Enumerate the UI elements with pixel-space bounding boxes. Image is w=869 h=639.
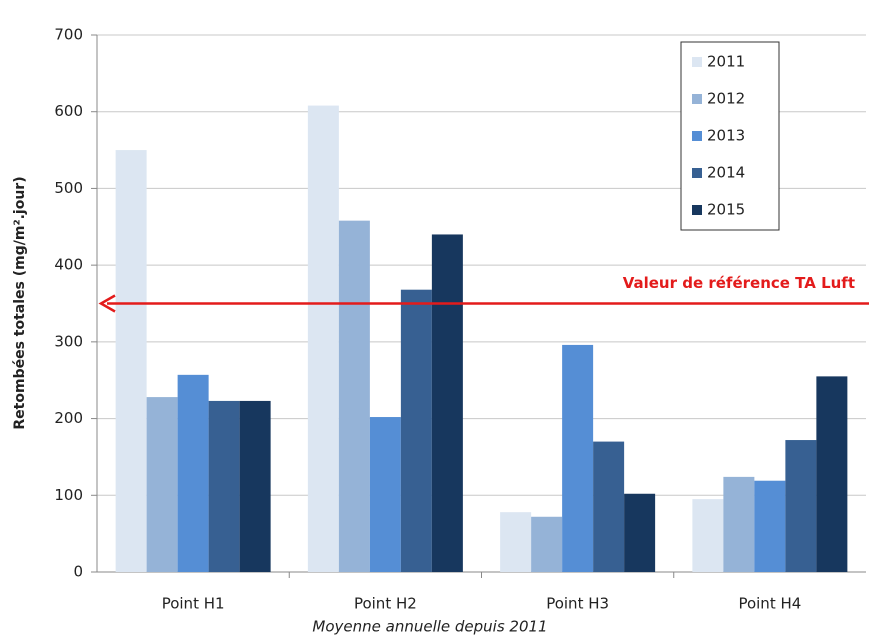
x-tick-label: Point H3 <box>546 595 609 613</box>
y-tick-label: 600 <box>54 102 83 120</box>
y-tick-label: 100 <box>54 486 83 504</box>
y-tick-label: 700 <box>54 26 83 44</box>
legend-swatch <box>692 57 702 67</box>
legend-swatch <box>692 205 702 215</box>
legend-label: 2015 <box>707 201 745 219</box>
bar <box>531 516 563 572</box>
bar <box>307 105 339 572</box>
bar <box>593 441 625 572</box>
reference-label: Valeur de référence TA Luft <box>623 274 855 292</box>
legend-label: 2014 <box>707 164 745 182</box>
bar <box>723 476 755 572</box>
bar <box>431 234 463 572</box>
legend-swatch <box>692 94 702 104</box>
bar <box>146 397 178 572</box>
bar <box>208 400 240 572</box>
y-tick-label: 500 <box>54 179 83 197</box>
x-tick-label: Point H2 <box>354 595 417 613</box>
bar <box>177 374 209 572</box>
bar <box>692 499 724 572</box>
x-tick-label: Point H4 <box>738 595 801 613</box>
y-tick-label: 300 <box>54 332 83 350</box>
x-tick-label: Point H1 <box>162 595 225 613</box>
bar <box>624 493 656 572</box>
y-tick-label: 200 <box>54 409 83 427</box>
bar <box>369 417 401 572</box>
legend-label: 2012 <box>707 90 745 108</box>
bar <box>754 480 786 572</box>
bar <box>239 400 271 572</box>
legend-swatch <box>692 131 702 141</box>
caption: Moyenne annuelle depuis 2011 <box>312 618 547 636</box>
bar <box>400 289 432 572</box>
bar <box>500 512 532 572</box>
reference-arrow <box>98 294 116 313</box>
legend-label: 2013 <box>707 127 745 145</box>
bar <box>338 220 370 573</box>
bar <box>785 440 817 572</box>
legend-swatch <box>692 168 702 178</box>
legend-label: 2011 <box>707 53 745 71</box>
y-axis-label: Retombées totales (mg/m².jour) <box>12 176 28 429</box>
bar <box>562 344 594 572</box>
bar <box>115 150 147 573</box>
y-tick-label: 0 <box>73 563 83 581</box>
bar <box>816 376 848 572</box>
y-tick-label: 400 <box>54 256 83 274</box>
